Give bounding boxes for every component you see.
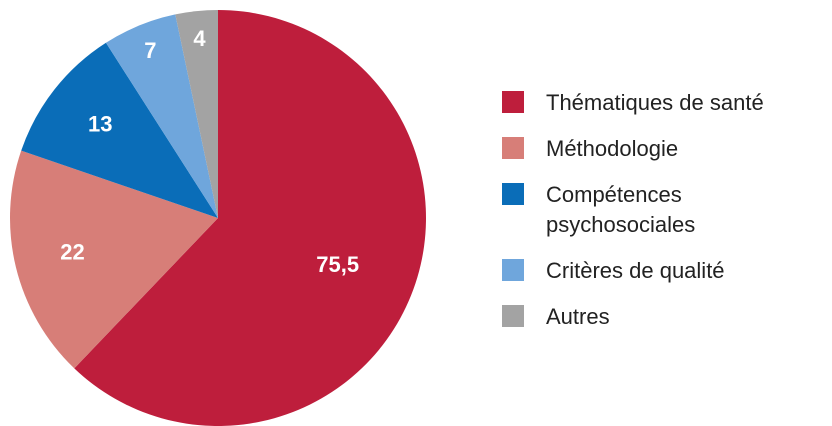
legend-item: Compétences psychosociales bbox=[502, 180, 822, 240]
legend-swatch bbox=[502, 259, 524, 281]
legend-swatch bbox=[502, 91, 524, 113]
legend-item: Critères de qualité bbox=[502, 256, 822, 286]
legend-swatch bbox=[502, 183, 524, 205]
legend-label: Thématiques de santé bbox=[546, 90, 764, 115]
data-label: 4 bbox=[193, 26, 206, 51]
legend-label: Compétences psychosociales bbox=[546, 182, 696, 237]
data-label: 7 bbox=[144, 38, 156, 63]
legend-label: Méthodologie bbox=[546, 136, 679, 161]
legend-item: Thématiques de santé bbox=[502, 88, 822, 118]
legend: Thématiques de santé Méthodologie Compéten… bbox=[502, 88, 822, 348]
pie: 75,5 22 13 7 4 bbox=[9, 10, 426, 426]
pie-slice bbox=[175, 10, 218, 218]
pie-slice bbox=[21, 42, 218, 218]
legend-swatch bbox=[502, 305, 524, 327]
legend-item: Méthodologie bbox=[502, 134, 822, 164]
data-label: 75,5 bbox=[316, 252, 359, 277]
pie-slice bbox=[9, 150, 218, 369]
legend-item: Autres bbox=[502, 302, 822, 332]
legend-label: Critères de qualité bbox=[546, 258, 725, 283]
legend-label: Autres bbox=[546, 304, 610, 329]
pie-slice bbox=[105, 14, 218, 219]
pie-slice bbox=[74, 10, 426, 426]
legend-swatch bbox=[502, 137, 524, 159]
data-label: 13 bbox=[88, 111, 112, 136]
data-label: 22 bbox=[60, 239, 84, 264]
